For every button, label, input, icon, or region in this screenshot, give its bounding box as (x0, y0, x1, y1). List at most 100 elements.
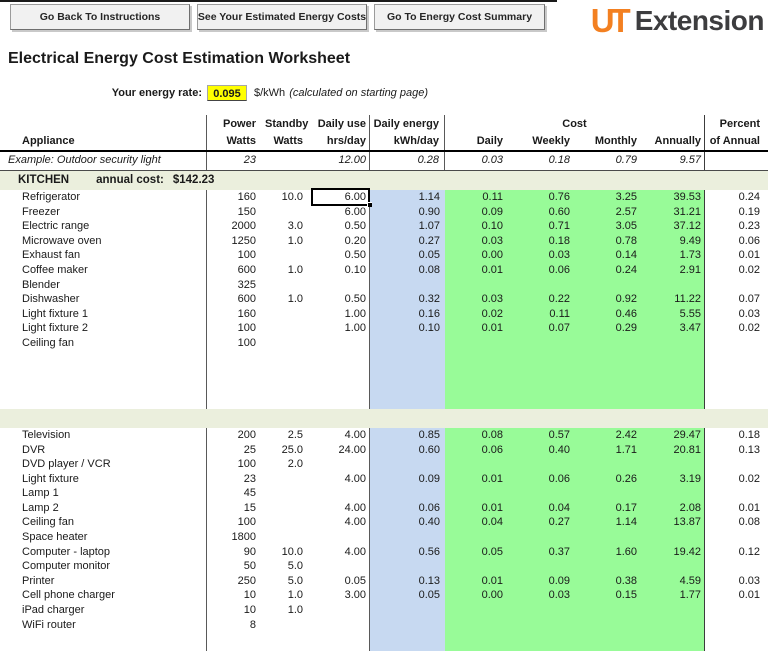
cell-monthly[interactable]: 0.24 (579, 263, 646, 278)
cell-annually[interactable] (646, 559, 705, 574)
cell-appliance[interactable]: Printer (0, 574, 207, 589)
cell-daily_energy[interactable] (370, 530, 445, 545)
cell-appliance[interactable]: Dishwasher (0, 292, 207, 307)
cell-annually[interactable] (646, 530, 705, 545)
cell-annually[interactable]: 9.49 (646, 234, 705, 249)
cell-percent[interactable]: 0.13 (705, 443, 768, 458)
cell-daily[interactable]: 0.09 (445, 205, 512, 220)
cell-daily_energy[interactable]: 0.06 (370, 501, 445, 516)
cell-weekly[interactable]: 0.03 (512, 588, 579, 603)
cell-weekly[interactable] (512, 486, 579, 501)
cell-appliance[interactable]: Electric range (0, 219, 207, 234)
cell-appliance[interactable]: Freezer (0, 205, 207, 220)
empty-cell-weekly[interactable] (512, 647, 579, 651)
cell-monthly[interactable]: 0.15 (579, 588, 646, 603)
cell-standby[interactable] (265, 472, 312, 487)
cell-daily_use[interactable]: 0.50 (312, 292, 370, 307)
cell-percent[interactable] (705, 457, 768, 472)
cell-daily[interactable] (445, 486, 512, 501)
cell-weekly[interactable] (512, 559, 579, 574)
cell-daily_use[interactable]: 4.00 (312, 472, 370, 487)
cell-standby[interactable] (265, 486, 312, 501)
cell-standby[interactable] (265, 501, 312, 516)
empty-cell-daily_energy[interactable] (370, 647, 445, 651)
cell-daily_energy[interactable] (370, 559, 445, 574)
empty-cell-daily[interactable] (445, 365, 512, 380)
cell-daily[interactable]: 0.03 (445, 292, 512, 307)
cell-annually[interactable]: 3.47 (646, 321, 705, 336)
empty-cell-daily_energy[interactable] (370, 380, 445, 395)
cell-annually[interactable]: 5.55 (646, 307, 705, 322)
cell-standby[interactable]: 1.0 (265, 234, 312, 249)
cell-weekly[interactable]: 0.07 (512, 321, 579, 336)
empty-cell-percent[interactable] (705, 647, 768, 651)
cell-daily_use[interactable]: 24.00 (312, 443, 370, 458)
cell-monthly[interactable]: 3.05 (579, 219, 646, 234)
empty-cell-appliance[interactable] (0, 647, 207, 651)
cell-appliance[interactable]: WiFi router (0, 618, 207, 633)
cell-daily_use[interactable] (312, 618, 370, 633)
cell-daily[interactable]: 0.00 (445, 588, 512, 603)
empty-cell-daily[interactable] (445, 380, 512, 395)
cell-percent[interactable]: 0.19 (705, 205, 768, 220)
cell-daily_energy[interactable] (370, 336, 445, 351)
cell-annually[interactable]: 13.87 (646, 515, 705, 530)
cell-annually[interactable]: 20.81 (646, 443, 705, 458)
cell-power[interactable]: 150 (207, 205, 265, 220)
cell-percent[interactable]: 0.02 (705, 472, 768, 487)
cell-power[interactable]: 45 (207, 486, 265, 501)
cell-weekly[interactable] (512, 336, 579, 351)
cell-daily[interactable] (445, 457, 512, 472)
empty-cell-annually[interactable] (646, 632, 705, 647)
empty-cell-appliance[interactable] (0, 632, 207, 647)
cell-appliance[interactable]: Blender (0, 278, 207, 293)
empty-cell-monthly[interactable] (579, 380, 646, 395)
cell-daily_energy[interactable]: 0.10 (370, 321, 445, 336)
cell-monthly[interactable]: 3.25 (579, 190, 646, 205)
cell-percent[interactable]: 0.24 (705, 190, 768, 205)
cell-daily_use[interactable] (312, 486, 370, 501)
cell-annually[interactable]: 1.73 (646, 248, 705, 263)
cell-percent[interactable]: 0.06 (705, 234, 768, 249)
cell-monthly[interactable]: 2.57 (579, 205, 646, 220)
empty-cell-daily[interactable] (445, 394, 512, 409)
cell-standby[interactable] (265, 205, 312, 220)
cell-monthly[interactable]: 1.14 (579, 515, 646, 530)
cell-power[interactable]: 1250 (207, 234, 265, 249)
empty-cell-appliance[interactable] (0, 380, 207, 395)
cell-power[interactable]: 100 (207, 457, 265, 472)
cell-daily_use[interactable]: 0.50 (312, 248, 370, 263)
cell-appliance[interactable]: Computer - laptop (0, 545, 207, 560)
cell-annually[interactable]: 19.42 (646, 545, 705, 560)
empty-cell-weekly[interactable] (512, 351, 579, 366)
cell-standby[interactable]: 3.0 (265, 219, 312, 234)
cell-standby[interactable]: 2.0 (265, 457, 312, 472)
cell-power[interactable]: 8 (207, 618, 265, 633)
cell-daily_energy[interactable]: 0.13 (370, 574, 445, 589)
cell-daily_energy[interactable]: 0.09 (370, 472, 445, 487)
cell-power[interactable]: 90 (207, 545, 265, 560)
empty-cell-annually[interactable] (646, 365, 705, 380)
cell-daily[interactable] (445, 530, 512, 545)
cell-standby[interactable]: 1.0 (265, 292, 312, 307)
cell-weekly[interactable]: 0.40 (512, 443, 579, 458)
cell-power[interactable]: 325 (207, 278, 265, 293)
cell-power[interactable]: 160 (207, 307, 265, 322)
cell-appliance[interactable]: Light fixture 1 (0, 307, 207, 322)
cell-annually[interactable]: 39.53 (646, 190, 705, 205)
cell-appliance[interactable]: Exhaust fan (0, 248, 207, 263)
cell-daily_energy[interactable]: 1.14 (370, 190, 445, 205)
cell-daily_energy[interactable] (370, 486, 445, 501)
cell-weekly[interactable]: 0.11 (512, 307, 579, 322)
cell-monthly[interactable] (579, 278, 646, 293)
cell-power[interactable]: 600 (207, 292, 265, 307)
cell-appliance[interactable]: Computer monitor (0, 559, 207, 574)
empty-cell-weekly[interactable] (512, 394, 579, 409)
cell-standby[interactable] (265, 515, 312, 530)
cell-percent[interactable] (705, 559, 768, 574)
empty-cell-appliance[interactable] (0, 394, 207, 409)
cell-standby[interactable] (265, 321, 312, 336)
cell-daily_energy[interactable]: 0.60 (370, 443, 445, 458)
selected-cell[interactable]: 6.00 (312, 190, 370, 205)
cell-weekly[interactable]: 0.09 (512, 574, 579, 589)
